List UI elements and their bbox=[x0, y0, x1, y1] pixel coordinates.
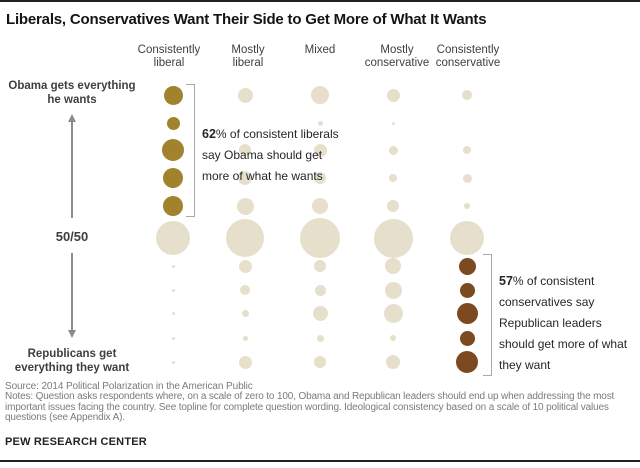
bubble bbox=[241, 309, 249, 317]
axis-label-fifty-fifty: 50/50 bbox=[55, 229, 89, 244]
bubble bbox=[166, 116, 180, 130]
bubble bbox=[385, 258, 401, 274]
bubble bbox=[171, 360, 175, 364]
column-header-consistently-liberal: Consistently liberal bbox=[137, 44, 201, 69]
bubble bbox=[373, 218, 413, 258]
annotation-conservative: 57% of consistent conservatives say Repu… bbox=[499, 250, 640, 376]
bubble bbox=[464, 203, 470, 209]
bubble bbox=[456, 351, 478, 373]
bubble bbox=[236, 197, 254, 215]
annotation-liberal-text: % of consistent liberals say Obama shoul… bbox=[202, 127, 339, 183]
bubble bbox=[459, 282, 475, 298]
bubble bbox=[163, 196, 183, 216]
bubble bbox=[463, 146, 471, 154]
down-arrow-line bbox=[71, 253, 73, 330]
bubble bbox=[238, 259, 252, 273]
bubble bbox=[171, 336, 175, 340]
bubble bbox=[316, 334, 324, 342]
annotation-conservative-pct: 57 bbox=[499, 274, 513, 288]
bubble bbox=[171, 264, 175, 268]
bubble bbox=[300, 218, 340, 258]
annotation-conservative-text: % of consistent conservatives say Republ… bbox=[499, 274, 628, 372]
bubble bbox=[462, 90, 472, 100]
bubble bbox=[383, 303, 403, 323]
column-header-mostly-conservative: Mostly conservative bbox=[364, 44, 430, 69]
bubble bbox=[312, 305, 328, 321]
bubble bbox=[388, 145, 398, 155]
source-text: Source: 2014 Political Polarization in t… bbox=[5, 381, 253, 392]
bubble bbox=[237, 87, 253, 103]
bubble bbox=[386, 88, 400, 102]
bubble bbox=[242, 335, 248, 341]
page-title: Liberals, Conservatives Want Their Side … bbox=[6, 11, 487, 28]
pew-research-center-label: PEW RESEARCH CENTER bbox=[5, 436, 147, 448]
bubble bbox=[450, 221, 484, 255]
bubble bbox=[389, 174, 397, 182]
annotation-liberal: 62% of consistent liberals say Obama sho… bbox=[202, 103, 374, 187]
bubble bbox=[391, 121, 395, 125]
bubble bbox=[314, 284, 326, 296]
bottom-rule bbox=[0, 460, 640, 462]
column-header-consistently-conservative: Consistently conservative bbox=[435, 44, 501, 69]
bubble bbox=[314, 172, 326, 184]
bubble bbox=[171, 288, 175, 292]
bubble bbox=[238, 355, 252, 369]
bubble bbox=[314, 260, 326, 272]
bubble bbox=[238, 171, 252, 185]
bubble bbox=[313, 143, 327, 157]
bubble bbox=[459, 330, 475, 346]
column-header-mostly-liberal: Mostly liberal bbox=[231, 44, 265, 69]
column-header-mixed: Mixed bbox=[304, 44, 336, 56]
bubble bbox=[171, 311, 175, 315]
bracket-liberal bbox=[186, 84, 195, 217]
bubble bbox=[387, 200, 399, 212]
bubble bbox=[311, 86, 329, 104]
bubble bbox=[163, 168, 183, 188]
notes-text: Notes: Question asks respondents where, … bbox=[5, 391, 615, 423]
up-arrow-line bbox=[71, 122, 73, 218]
bubble bbox=[458, 257, 476, 275]
bubble bbox=[239, 144, 251, 156]
bubble bbox=[462, 173, 472, 183]
bubble bbox=[384, 281, 402, 299]
bubble bbox=[456, 302, 478, 324]
annotation-liberal-pct: 62 bbox=[202, 127, 216, 141]
bubble bbox=[163, 85, 183, 105]
bubble bbox=[317, 120, 323, 126]
bubble bbox=[156, 221, 190, 255]
top-rule bbox=[0, 0, 640, 2]
axis-label-republicans: Republicans get everything they want bbox=[14, 348, 130, 374]
bubble bbox=[312, 198, 328, 214]
axis-label-obama: Obama gets everything he wants bbox=[8, 80, 136, 106]
bubble bbox=[390, 335, 396, 341]
bubble bbox=[162, 139, 184, 161]
up-arrow-icon bbox=[68, 114, 76, 122]
bubble bbox=[386, 355, 400, 369]
bubble bbox=[226, 219, 264, 257]
down-arrow-icon bbox=[68, 330, 76, 338]
bubble bbox=[314, 356, 326, 368]
bubble bbox=[240, 285, 250, 295]
bracket-conservative bbox=[483, 254, 492, 376]
